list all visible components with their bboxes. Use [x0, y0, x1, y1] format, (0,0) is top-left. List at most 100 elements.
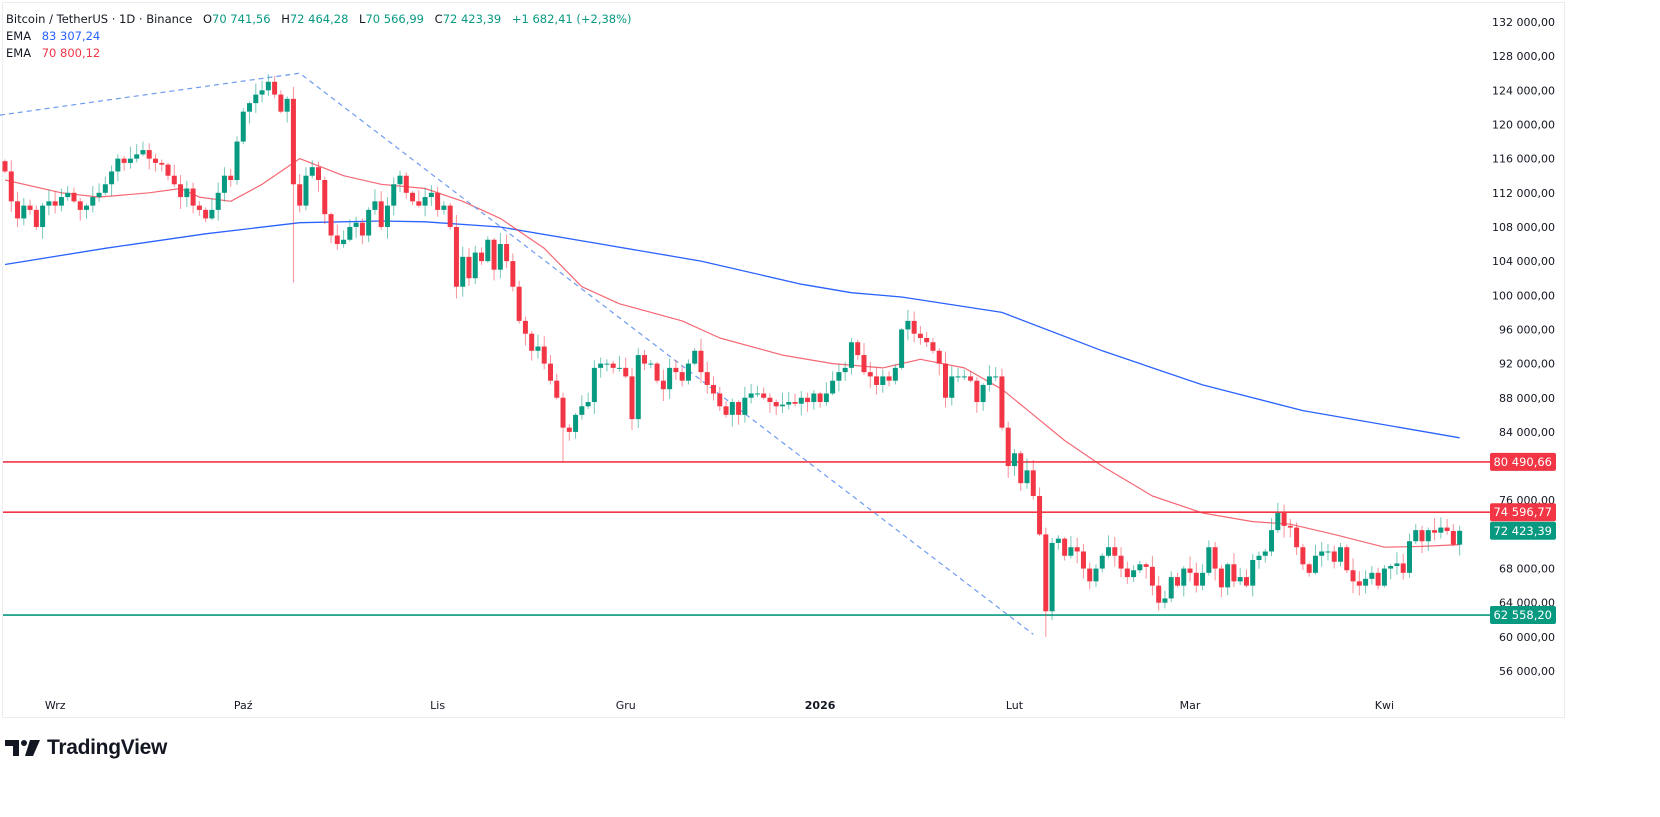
candle-body — [196, 205, 202, 210]
candle-down — [1400, 554, 1406, 580]
candle-down — [522, 316, 528, 346]
candle-up — [259, 80, 265, 103]
candle-body — [1106, 547, 1112, 556]
candle-down — [673, 360, 679, 380]
trendline[interactable] — [0, 72, 1034, 635]
candle-up — [986, 365, 992, 392]
candle-body — [648, 363, 654, 365]
candle-down — [1306, 562, 1312, 577]
candle-body — [359, 222, 365, 236]
candle-body — [1030, 470, 1036, 496]
candle-up — [184, 180, 190, 207]
candle-down — [1037, 487, 1043, 537]
candle-body — [836, 372, 842, 381]
candle-body — [723, 406, 729, 415]
candle-body — [485, 239, 491, 262]
candle-down — [1450, 524, 1456, 547]
candle-body — [1287, 525, 1293, 528]
candle-body — [140, 150, 146, 155]
candle-body — [1024, 470, 1030, 484]
candle-down — [792, 393, 798, 407]
candle-body — [635, 355, 641, 420]
candle-body — [1269, 530, 1275, 552]
price-tick-label: 108 000,00 — [1492, 221, 1555, 234]
time-axis[interactable]: Wrz Paź Lis Gru 2026 Lut Mar Kwi — [45, 699, 1394, 712]
candle-up — [1225, 562, 1231, 596]
candle-body — [1087, 568, 1093, 582]
candle-up — [253, 83, 259, 113]
candle-body — [711, 384, 717, 394]
candle-up — [353, 216, 359, 238]
candle-up — [604, 359, 610, 372]
candle-body — [1388, 565, 1394, 569]
candle-down — [121, 156, 127, 171]
candle-body — [472, 252, 478, 279]
candle-down — [328, 212, 334, 244]
candle-up — [46, 189, 52, 216]
candle-down — [77, 197, 83, 221]
candle-body — [1369, 572, 1375, 579]
candle-up — [955, 367, 961, 383]
candle-body — [1156, 585, 1162, 603]
symbol-row: Bitcoin / TetherUS · 1D · Binance O70 74… — [6, 11, 632, 28]
candle-body — [322, 179, 328, 215]
ema-fast-label: EMA — [6, 46, 32, 60]
candle-body — [1168, 577, 1174, 599]
candle-down — [466, 248, 472, 286]
candle-down — [435, 186, 441, 217]
candle-body — [522, 320, 528, 334]
symbol-title[interactable]: Bitcoin / TetherUS · 1D · Binance — [6, 12, 193, 26]
price-tick-label: 96 000,00 — [1499, 323, 1555, 336]
candle-body — [422, 197, 428, 206]
candle-body — [184, 188, 190, 198]
price-tick-label: 60 000,00 — [1499, 631, 1555, 644]
candle-down — [1062, 536, 1068, 561]
candle-down — [1018, 450, 1024, 491]
candle-up — [1369, 565, 1375, 585]
candle-body — [1413, 530, 1419, 542]
time-tick-label: 2026 — [805, 699, 836, 712]
candle-down — [8, 160, 14, 213]
candle-down — [453, 215, 459, 299]
candle-body — [127, 158, 133, 163]
ema-fast-value: 70 800,12 — [41, 46, 101, 60]
candle-body — [247, 103, 253, 112]
candles — [2, 74, 1463, 637]
chart-frame — [2, 2, 1565, 718]
candle-up — [109, 165, 115, 197]
tradingview-logo[interactable]: TradingView — [5, 736, 167, 760]
candle-body — [347, 226, 353, 240]
candle-body — [1080, 551, 1086, 569]
candle-up — [102, 176, 108, 196]
candle-up — [422, 187, 428, 217]
candle-up — [1237, 567, 1243, 586]
candle-body — [610, 363, 616, 368]
candle-down — [1419, 525, 1425, 554]
price-tick-label: 132 000,00 — [1492, 16, 1555, 29]
dashed-trendline[interactable] — [0, 72, 1034, 635]
candle-body — [817, 393, 823, 403]
candle-body — [1275, 513, 1281, 531]
candle-down — [1218, 565, 1224, 598]
time-tick-label: Lut — [1006, 699, 1024, 712]
candle-body — [1099, 555, 1105, 569]
ema-slow-line — [4, 220, 1460, 439]
candle-body — [842, 367, 848, 373]
close-value: 72 423,39 — [442, 12, 502, 26]
candle-up — [685, 359, 691, 385]
ema-slow-row[interactable]: EMA 83 307,24 — [6, 28, 632, 45]
candle-up — [1162, 590, 1168, 609]
candle-down — [1444, 519, 1450, 535]
candle-up — [1099, 553, 1105, 573]
candle-body — [1149, 566, 1155, 586]
ema-fast-row[interactable]: EMA 70 800,12 — [6, 45, 632, 62]
candle-body — [353, 222, 359, 227]
candle-down — [861, 343, 867, 375]
candle-body — [754, 393, 760, 395]
price-axis[interactable]: 132 000,00 128 000,00 124 000,00 120 000,00… — [1492, 16, 1555, 678]
candle-up — [1168, 571, 1174, 603]
candle-body — [203, 209, 209, 219]
candle-body — [1250, 560, 1256, 586]
low-label: L — [359, 12, 366, 26]
